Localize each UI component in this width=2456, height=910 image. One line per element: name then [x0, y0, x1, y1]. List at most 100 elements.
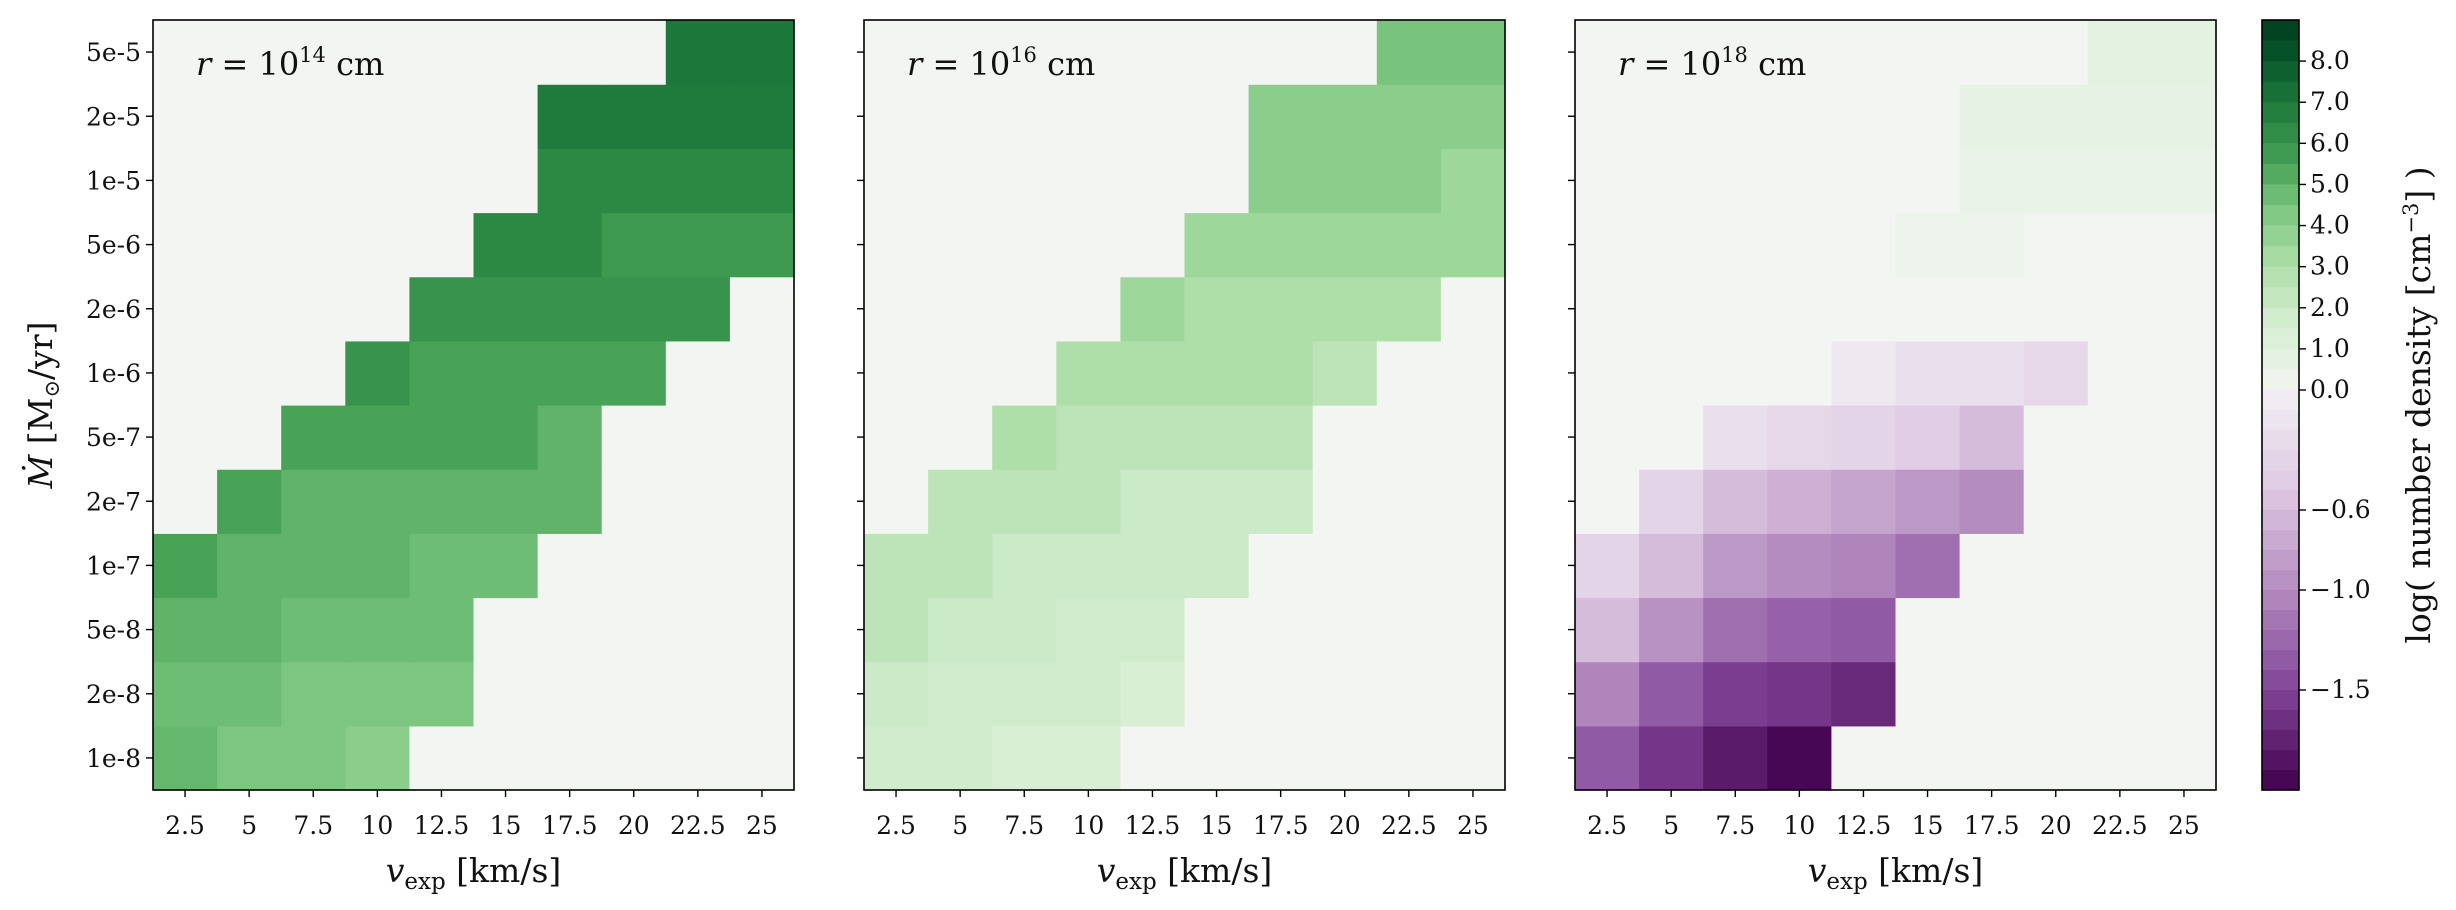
colorbar-segment — [2262, 770, 2299, 791]
colorbar-segment — [2262, 570, 2299, 591]
heatmap-cell — [2023, 20, 2089, 85]
heatmap-cell — [1895, 212, 1961, 278]
heatmap-cell — [2087, 276, 2153, 342]
heatmap-cell — [2087, 725, 2153, 791]
heatmap-cell — [1895, 725, 1961, 791]
heatmap-cell — [1056, 725, 1121, 791]
heatmap-cell — [1120, 20, 1186, 85]
x-tick-label: 2.5 — [876, 811, 916, 840]
colorbar-segment — [2262, 184, 2299, 206]
colorbar-tick-label: 0.0 — [2310, 375, 2350, 404]
heatmap-cell — [2023, 276, 2089, 342]
heatmap-cell — [1120, 661, 1186, 727]
heatmap-cell — [537, 405, 603, 470]
colorbar-segment — [2262, 650, 2299, 671]
x-tick-label: 20 — [618, 811, 650, 840]
x-tick-label: 25 — [746, 811, 778, 840]
heatmap-cell — [1056, 20, 1121, 85]
heatmap-cell — [1959, 20, 2025, 85]
heatmap-cell — [473, 148, 539, 214]
heatmap-cell — [281, 661, 346, 727]
heatmap-cell — [1575, 148, 1640, 214]
heatmap-cell — [1575, 20, 1640, 85]
heatmap-cell — [281, 725, 346, 791]
heatmap-cell — [864, 340, 929, 406]
heatmap-cell — [1376, 20, 1442, 85]
heatmap-cell — [1831, 661, 1897, 727]
heatmap-cell — [1376, 661, 1442, 727]
heatmap-cell — [1120, 725, 1186, 791]
panel-annotation: r = 1016 cm — [907, 43, 1095, 83]
heatmap-cell — [928, 469, 993, 534]
heatmap-panels: 2.5 5 7.5 10 12.5 15 17.5 20 22.5 25 1e-8 2e-8 5e-8 1… — [21, 19, 2217, 895]
heatmap-cell — [1376, 469, 1442, 534]
colorbar-tick-label: 7.0 — [2310, 87, 2350, 116]
x-axis-label: vexp [km/s] — [386, 851, 562, 895]
heatmap-cell — [864, 20, 929, 85]
colorbar-segment — [2262, 40, 2299, 62]
x-tick-label: 22.5 — [670, 811, 726, 840]
heatmap-cell — [217, 661, 282, 727]
heatmap-cell — [729, 212, 795, 278]
heatmap-cell — [2023, 405, 2089, 470]
heatmap-cell — [153, 276, 218, 342]
heatmap-cell — [537, 597, 603, 663]
heatmap-cell — [1184, 340, 1250, 406]
colorbar-segment — [2262, 307, 2299, 329]
panel-frame — [1574, 19, 2217, 791]
heatmap-cell — [473, 340, 539, 406]
heatmap-cell — [217, 725, 282, 791]
colorbar-segment — [2262, 610, 2299, 631]
heatmap-cell — [153, 597, 218, 663]
heatmap-cell — [1639, 84, 1704, 149]
heatmap-cell — [864, 661, 929, 727]
heatmap-cell — [217, 212, 282, 278]
heatmap-cell — [1703, 84, 1768, 149]
heatmap-cell — [1831, 533, 1897, 599]
colorbar-tick-label: 6.0 — [2310, 128, 2350, 157]
heatmap-cell — [665, 405, 731, 470]
heatmap-cell — [1895, 661, 1961, 727]
heatmap-cell — [1056, 148, 1121, 214]
heatmap-cell — [153, 84, 218, 149]
heatmap-cell — [1895, 148, 1961, 214]
colorbar-segment — [2262, 102, 2299, 124]
heatmap-cell — [1831, 469, 1897, 534]
heatmap-cell — [345, 148, 410, 214]
heatmap-cell — [729, 276, 795, 342]
x-tick-label: 12.5 — [1125, 811, 1181, 840]
heatmap-cell — [864, 405, 929, 470]
heatmap-cell — [1703, 20, 1768, 85]
heatmap-cell — [1248, 533, 1314, 599]
colorbar-tick-label: 1.0 — [2310, 334, 2350, 363]
heatmap-cell — [729, 340, 795, 406]
y-tick-label: 1e-7 — [86, 551, 141, 580]
heatmap-cell — [1440, 20, 1506, 85]
heatmap-cell — [864, 212, 929, 278]
heatmap-cell — [601, 597, 667, 663]
heatmap-cell — [992, 212, 1057, 278]
heatmap-cell — [2023, 661, 2089, 727]
heatmap-cell — [1959, 276, 2025, 342]
heatmap-cell — [1959, 533, 2025, 599]
heatmap-cell — [217, 405, 282, 470]
heatmap-cell — [1767, 661, 1832, 727]
y-tick-label: 1e-8 — [86, 744, 141, 773]
heatmap-cell — [1639, 405, 1704, 470]
heatmap-cell — [1056, 340, 1121, 406]
heatmap-cell — [665, 20, 731, 85]
y-axis-label: Ṁ [M⊙/yr] — [21, 322, 64, 490]
x-tick-label: 7.5 — [1004, 811, 1044, 840]
heatmap-cell — [2087, 405, 2153, 470]
heatmap-cell — [1639, 725, 1704, 791]
y-tick-label: 2e-6 — [86, 295, 141, 324]
heatmap-cell — [1248, 20, 1314, 85]
heatmap-cell — [1959, 148, 2025, 214]
heatmap-cell — [601, 533, 667, 599]
heatmap-cell — [2087, 533, 2153, 599]
heatmap-cell — [2023, 84, 2089, 149]
heatmap-cell — [665, 725, 731, 791]
x-tick-label: 10 — [361, 811, 393, 840]
heatmap-cell — [217, 597, 282, 663]
heatmap-cell — [2023, 597, 2089, 663]
